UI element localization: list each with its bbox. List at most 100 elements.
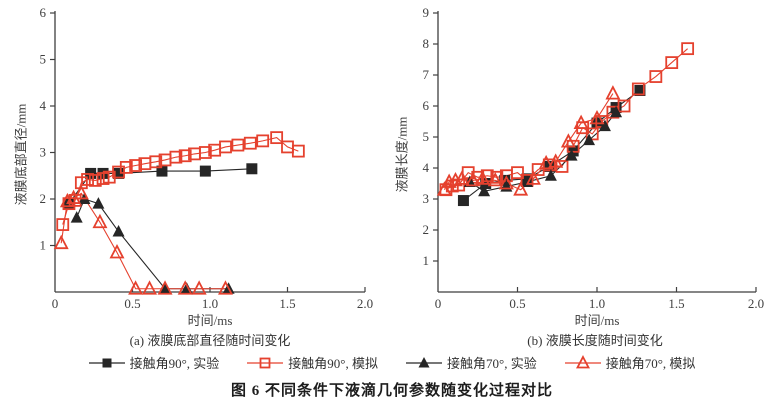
y-tick-label: 3 [423, 191, 430, 206]
y-tick-label: 1 [40, 238, 47, 253]
red-open-square-marker [198, 146, 212, 159]
y-tick-label: 2 [423, 222, 430, 237]
red-open-square-marker [231, 138, 245, 152]
legend-item-1: 接触角90°, 模拟 [247, 353, 378, 372]
red-open-triangle-marker [59, 192, 75, 208]
x-tick-label: 1.0 [589, 296, 605, 310]
x-tick-label: 1.5 [279, 296, 295, 310]
legend-item-3: 接触角70°, 模拟 [564, 353, 696, 372]
red-open-square-marker [681, 42, 695, 56]
red-open-square-marker [169, 150, 183, 164]
red-open-square-marker [243, 136, 257, 150]
y-tick-label: 1 [423, 253, 430, 268]
legend-item-2: 接触角70°, 实验 [406, 353, 537, 372]
x-axis-label-b: 时间/ms [574, 313, 620, 328]
black-filled-triangle-marker [70, 211, 83, 223]
black-filled-square-marker [156, 165, 168, 177]
black-filled-square-marker [113, 167, 125, 179]
red-open-triangle-marker [465, 171, 481, 187]
series-line [76, 198, 229, 290]
legend-label: 接触角90°, 实验 [129, 356, 220, 371]
red-open-triangle-marker [513, 181, 529, 196]
black-filled-square-marker [457, 195, 469, 207]
red-open-triangle-marker [53, 234, 69, 250]
black-filled-triangle-legend-icon [406, 356, 442, 367]
red-open-square-marker [119, 160, 133, 174]
red-open-triangle-marker [538, 154, 554, 170]
black-filled-triangle-marker [565, 149, 578, 161]
x-tick-label: 0 [435, 296, 442, 310]
red-open-triangle-marker [157, 280, 173, 295]
red-open-square-marker [617, 99, 631, 113]
red-open-square-marker [81, 173, 94, 186]
red-open-square-marker [129, 159, 143, 172]
y-tick-label: 4 [423, 160, 430, 175]
black-filled-triangle-marker [418, 356, 430, 367]
red-open-triangle-marker [525, 170, 541, 185]
red-open-square-marker [149, 155, 163, 169]
red-open-triangle-marker [73, 184, 89, 200]
red-open-triangle-marker [605, 85, 621, 100]
x-tick-label: 2.0 [748, 296, 764, 310]
red-open-triangle-marker [589, 109, 605, 125]
red-open-triangle-marker [218, 280, 233, 295]
y-tick-label: 2 [40, 191, 47, 206]
red-open-triangle-marker [454, 170, 470, 185]
black-filled-triangle-marker [159, 282, 172, 294]
red-open-triangle-marker [177, 280, 193, 295]
legend-label: 接触角90°, 模拟 [288, 356, 378, 371]
series-line [60, 192, 226, 290]
black-filled-triangle-marker [478, 184, 491, 197]
y-tick-label: 5 [40, 52, 47, 67]
red-open-triangle-marker [142, 280, 158, 295]
red-open-square-marker [511, 166, 524, 180]
black-filled-triangle-marker [598, 119, 611, 132]
black-filled-triangle-marker [610, 105, 623, 118]
red-open-triangle-marker [92, 213, 108, 229]
subplot-b-title: (b) 液膜长度随时间变化 [527, 333, 663, 348]
black-filled-triangle-marker [112, 225, 125, 237]
black-filled-square-marker [634, 85, 646, 96]
y-tick-label: 7 [423, 67, 430, 82]
figure-caption: 图 6 不同条件下液滴几何参数随变化过程对比 [230, 383, 553, 399]
red-open-triangle-marker [109, 244, 125, 259]
red-open-square-marker [270, 131, 284, 145]
red-open-square-marker [256, 134, 270, 148]
y-tick-label: 6 [423, 98, 430, 113]
x-axis-label-a: 时间/ms [187, 313, 233, 328]
red-open-triangle-marker [436, 181, 452, 196]
dual-scatter-plot: 0 0.5 1.0 1.5 2.0 1 2 3 4 5 6 0 0.5 1.0 1.5 2.0 1 2 3 4 5 6 7 8… [40, 5, 765, 310]
red-open-square-marker [56, 218, 70, 231]
black-filled-square-marker [246, 163, 258, 175]
x-tick-label: 1.0 [202, 296, 218, 310]
legend: 接触角90°, 实验 接触角90°, 模拟 接触角70°, 实验 接触角70°, 模拟 [0, 353, 784, 372]
legend-item-0: 接触角90°, 实验 [88, 353, 220, 372]
black-filled-square-marker [199, 165, 211, 177]
x-tick-label: 0.5 [509, 296, 525, 310]
y-tick-label: 6 [40, 5, 47, 20]
y-tick-label: 4 [40, 98, 47, 113]
red-open-square-legend-icon [247, 357, 284, 368]
red-open-square-marker [259, 357, 271, 368]
red-open-square-marker [219, 140, 232, 154]
red-open-square-marker [585, 127, 599, 141]
red-open-square-marker [665, 56, 679, 69]
black-filled-square-legend-icon [88, 358, 125, 367]
x-tick-label: 2.0 [357, 296, 373, 310]
red-open-triangle-marker [560, 133, 576, 148]
black-filled-square-marker [102, 358, 112, 367]
y-axis-label-b: 液膜长度/mm [394, 116, 410, 193]
legend-label: 接触角70°, 实验 [447, 356, 537, 371]
red-open-triangle-marker [573, 114, 589, 129]
red-open-triangle-marker [487, 171, 503, 187]
red-open-square-marker [542, 158, 556, 172]
black-filled-triangle-marker [92, 197, 105, 209]
red-open-square-marker [631, 82, 645, 96]
x-tick-label: 0.5 [124, 296, 140, 310]
y-tick-label: 9 [423, 5, 430, 20]
red-open-square-marker [178, 149, 192, 163]
legend-label: 接触角70°, 模拟 [605, 356, 696, 371]
x-tick-label: 0 [52, 296, 59, 310]
y-tick-label: 8 [423, 36, 430, 51]
